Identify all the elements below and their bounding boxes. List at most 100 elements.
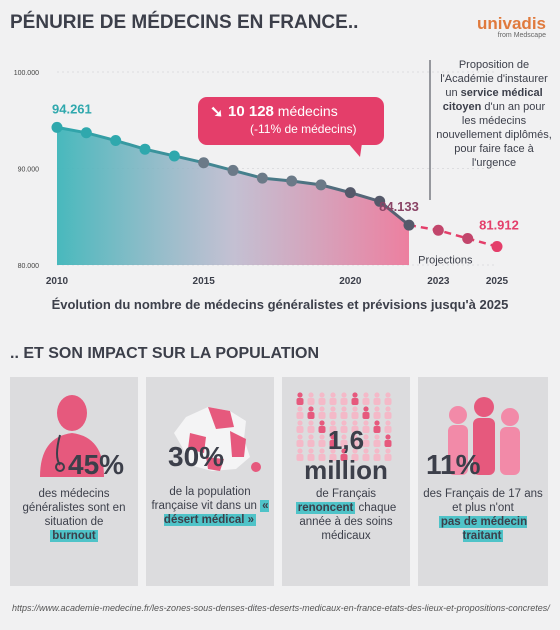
stat-value: 45%: [68, 449, 125, 480]
person-head: [363, 406, 369, 412]
person-head: [330, 448, 336, 454]
brand-name: univadis: [477, 14, 546, 33]
stat-highlight: pas de médecin traitant: [438, 516, 528, 542]
x-tick-label: 2020: [339, 276, 362, 287]
france-map-icon: [174, 407, 261, 472]
person-head: [330, 406, 336, 412]
data-point: [374, 195, 386, 207]
stat-card-no-doctor: 11% des Français de 17 ans et plus n'ont…: [418, 377, 548, 586]
person-body: [362, 412, 370, 419]
person-body: [340, 426, 348, 433]
person-head: [297, 420, 303, 426]
proposal-pre: Proposition de l'Académie d'instaurer un: [440, 59, 548, 99]
stat-value: 30%: [168, 441, 225, 472]
person-head: [319, 434, 325, 440]
person-head: [308, 392, 314, 398]
person-head: [385, 434, 391, 440]
data-point: [198, 157, 210, 169]
person-head: [297, 392, 303, 398]
start-value-label: 94.261: [52, 101, 92, 116]
person-body: [296, 454, 304, 461]
person-body: [329, 412, 337, 419]
source-url[interactable]: https://www.academie-medecine.fr/les-zon…: [12, 603, 550, 613]
person-head: [319, 392, 325, 398]
person-body: [362, 440, 370, 447]
person-head: [352, 420, 358, 426]
callout-unit: médecins: [277, 103, 338, 119]
person-body: [340, 454, 348, 461]
stat-value: 11%: [426, 449, 481, 480]
person-body: [340, 440, 348, 447]
person-head: [330, 420, 336, 426]
person-body: [351, 440, 359, 447]
x-tick-label: 2010: [46, 276, 69, 287]
person-body: [307, 412, 315, 419]
person-head: [308, 406, 314, 412]
person-body: [340, 398, 348, 405]
person-body: [373, 454, 381, 461]
person-body: [384, 398, 392, 405]
person-body: [373, 426, 381, 433]
data-point: [403, 219, 415, 231]
person-body: [296, 440, 304, 447]
people-grid-icon: [296, 392, 392, 461]
person-body: [340, 412, 348, 419]
series-line-projection: [408, 223, 498, 248]
doctor-icon: [40, 395, 104, 477]
person-body: [329, 454, 337, 461]
data-point: [256, 172, 268, 184]
y-tick-label: 80.000: [18, 263, 40, 270]
stat-card-burnout: 45% des médecins généralistes sont en si…: [10, 377, 138, 586]
person-head: [319, 406, 325, 412]
proposal-bold: service médical citoyen: [442, 87, 543, 113]
section-title: .. ET SON IMPACT SUR LA POPULATION: [10, 345, 320, 362]
person-body: [318, 454, 326, 461]
person-head: [319, 420, 325, 426]
person-body: [384, 454, 392, 461]
person-body: [362, 426, 370, 433]
person-body: [318, 426, 326, 433]
people-group-icon: [448, 397, 520, 475]
person-head: [297, 448, 303, 454]
data-point: [315, 179, 327, 191]
stat-value: 1,6 million: [304, 425, 388, 485]
person-body: [296, 426, 304, 433]
person-head: [341, 434, 347, 440]
chart-caption: Évolution du nombre de médecins générali…: [51, 297, 509, 312]
person-head: [330, 392, 336, 398]
y-tick-label: 90.000: [18, 167, 40, 174]
down-arrow-icon: ➘: [210, 104, 224, 121]
person-head: [352, 392, 358, 398]
data-point: [227, 164, 239, 176]
person-body: [373, 412, 381, 419]
data-point: [286, 175, 298, 187]
area-fill: [57, 127, 409, 265]
callout-number: 10 128: [228, 103, 274, 120]
person-head: [374, 448, 380, 454]
person-head: [385, 392, 391, 398]
person-body: [384, 440, 392, 447]
person-body: [329, 398, 337, 405]
person-head: [341, 420, 347, 426]
stat-highlight: renoncent: [295, 502, 356, 514]
person-body: [362, 398, 370, 405]
person-body: [351, 398, 359, 405]
data-point: [51, 121, 63, 133]
stat-text: de Français renoncent chaque année à des…: [295, 488, 397, 542]
person-head: [308, 420, 314, 426]
person-head: [352, 434, 358, 440]
person-body: [362, 454, 370, 461]
page-title: PÉNURIE DE MÉDECINS EN FRANCE..: [10, 12, 359, 33]
end-value-label: 84.133: [379, 199, 419, 214]
person-head: [374, 392, 380, 398]
person-body: [384, 426, 392, 433]
person-body: [351, 454, 359, 461]
projection-point: [462, 232, 474, 244]
line-chart: 100.000 90.000 80.000 2010 2015 2020 2023 2025 9…: [14, 60, 519, 287]
person-head: [297, 406, 303, 412]
person-head: [363, 448, 369, 454]
person-body: [307, 426, 315, 433]
person-body: [351, 412, 359, 419]
person-head: [341, 448, 347, 454]
person-body: [307, 454, 315, 461]
